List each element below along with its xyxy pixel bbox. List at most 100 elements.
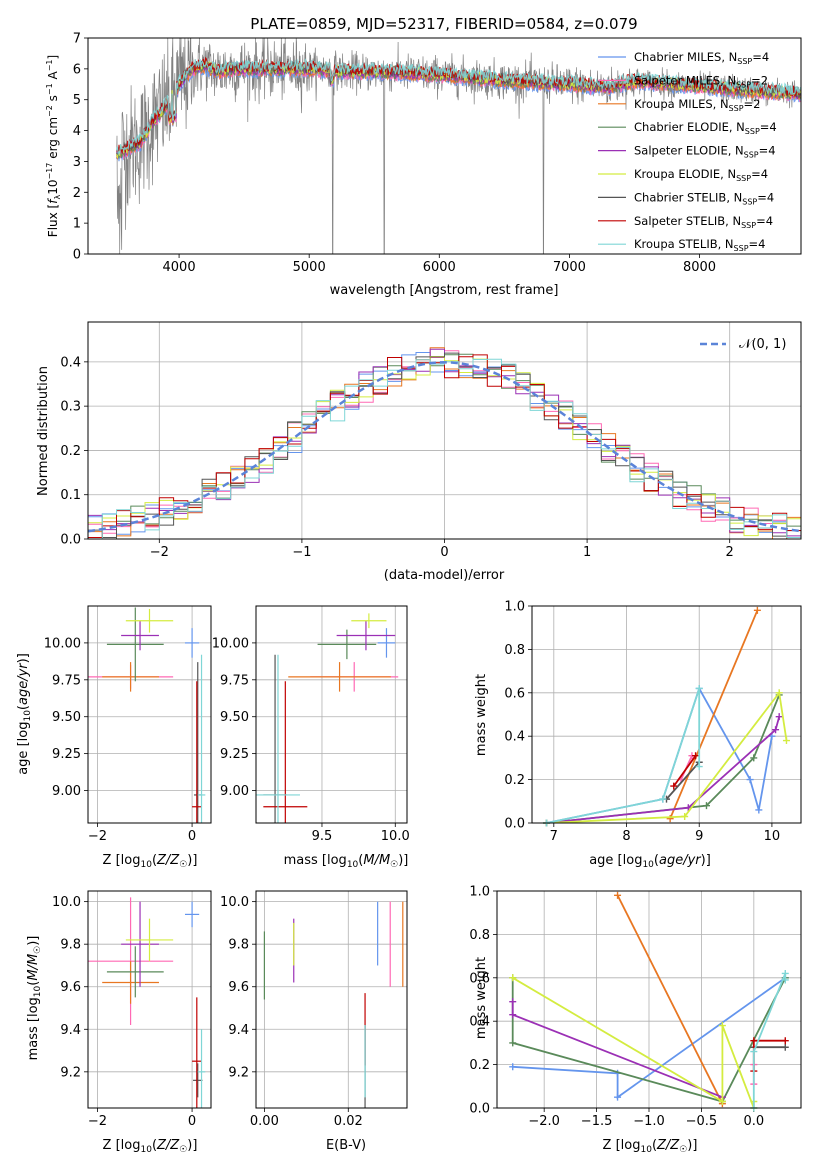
legend-entry-label: Kroupa STELIB, NSSP=4 bbox=[634, 237, 765, 253]
y-tick-label: 0.2 bbox=[469, 1058, 490, 1073]
ebv-mass-panel: 0.00 0.02 9.2 9.4 9.6 9.8 10.0 bbox=[220, 890, 408, 1129]
mass-weight-marker bbox=[681, 812, 689, 820]
normal-reference-curve bbox=[88, 361, 801, 533]
spectrum-ylabel: Flux [fλ10−17 erg cm−2 s−1 A−1] bbox=[45, 55, 62, 237]
y-tick-label: 0.2 bbox=[504, 773, 525, 788]
legend-entry-label: Chabrier ELODIE, NSSP=4 bbox=[634, 120, 777, 136]
y-tick-label: 0.0 bbox=[60, 533, 81, 548]
mass-weight-marker bbox=[509, 1063, 517, 1071]
age-weight-xlabel: age [log10(age/yr)] bbox=[589, 853, 711, 870]
mass-weight-marker bbox=[659, 795, 667, 803]
z-age-xlabel: Z [log10(Z/Z☉)] bbox=[103, 853, 198, 870]
y-tick-label: 0.4 bbox=[504, 730, 525, 745]
y-tick-label: 0.0 bbox=[469, 1102, 490, 1117]
y-tick-label: 10.00 bbox=[212, 636, 249, 651]
x-tick-label: −1 bbox=[292, 545, 311, 560]
mass-weight-marker bbox=[775, 713, 783, 721]
x-tick-label: 9 bbox=[695, 829, 703, 844]
y-tick-label: 0.4 bbox=[469, 1015, 490, 1030]
residuals-xlabel: (data-model)/error bbox=[384, 568, 505, 583]
spectrum-legend: Chabrier MILES, NSSP=4 Salpeter MILES, NS… bbox=[598, 50, 777, 253]
y-tick-label: 9.8 bbox=[60, 938, 81, 953]
y-tick-label: 1 bbox=[73, 217, 81, 232]
y-tick-label: 0.3 bbox=[60, 400, 81, 415]
x-tick-label: −2 bbox=[88, 829, 107, 844]
y-tick-label: 0.2 bbox=[60, 444, 81, 459]
x-tick-label: 0 bbox=[440, 545, 448, 560]
x-tick-label: 10.0 bbox=[381, 829, 410, 844]
mass-weight-marker bbox=[670, 782, 678, 790]
x-tick-label: −1.0 bbox=[633, 1114, 665, 1129]
mass-weight-marker bbox=[750, 754, 758, 762]
y-tick-label: 9.75 bbox=[52, 673, 81, 688]
y-tick-label: 9.00 bbox=[52, 784, 81, 799]
x-tick-label: 4000 bbox=[163, 260, 196, 275]
mass-weight-marker bbox=[781, 969, 789, 977]
y-tick-label: 9.2 bbox=[60, 1065, 81, 1080]
mass-weight-line bbox=[512, 977, 755, 1108]
mass-weight-marker bbox=[718, 1022, 726, 1030]
y-tick-label: 0.4 bbox=[60, 355, 81, 370]
legend-entry-label: Kroupa MILES, NSSP=2 bbox=[634, 97, 760, 113]
y-tick-label: 9.6 bbox=[60, 980, 81, 995]
x-tick-label: −2 bbox=[150, 545, 169, 560]
y-tick-label: 0.1 bbox=[60, 488, 81, 503]
legend-entry-label: Salpeter STELIB, NSSP=4 bbox=[634, 214, 773, 230]
axes-frame bbox=[255, 605, 408, 824]
mass-weight-line bbox=[669, 609, 759, 820]
x-tick-label: 10 bbox=[764, 829, 781, 844]
axes-frame bbox=[87, 321, 802, 540]
mass-weight-marker bbox=[692, 752, 700, 760]
mass-weight-marker bbox=[614, 1093, 622, 1101]
residuals-legend: 𝒩(0, 1) bbox=[700, 337, 786, 352]
x-tick-label: 8000 bbox=[683, 260, 716, 275]
mass-weight-marker bbox=[781, 1037, 789, 1045]
x-tick-label: 0 bbox=[188, 1114, 196, 1129]
figure-title: PLATE=0859, MJD=52317, FIBERID=0584, z=0… bbox=[250, 15, 637, 33]
y-tick-label: 7 bbox=[73, 32, 81, 47]
x-tick-label: 7000 bbox=[553, 260, 586, 275]
x-tick-label: −2 bbox=[88, 1114, 107, 1129]
y-tick-label: 9.25 bbox=[52, 747, 81, 762]
mass-weight-line bbox=[546, 690, 788, 823]
mass-weight-marker bbox=[750, 1037, 758, 1045]
mass-weight-marker bbox=[509, 1039, 517, 1047]
z-weight-panel: −2.0 −1.5 −1.0 −0.5 0.0 0.0 0.2 0.4 0.6 0.8 1.0 bbox=[469, 885, 802, 1129]
y-tick-label: 2 bbox=[73, 186, 81, 201]
y-tick-label: 1.0 bbox=[504, 600, 525, 615]
mass-weight-marker bbox=[509, 998, 517, 1006]
legend-entry-label: Kroupa ELODIE, NSSP=4 bbox=[634, 167, 768, 183]
spectrum-panel: 4000 5000 6000 7000 8000 0 1 2 3 4 5 6 7 bbox=[73, 32, 802, 275]
mass-weight-marker bbox=[781, 1043, 789, 1051]
mass-weight-marker bbox=[775, 689, 783, 697]
mass-weight-marker bbox=[695, 763, 703, 771]
legend-entry-label: Chabrier STELIB, NSSP=4 bbox=[634, 190, 774, 206]
mass-weight-line bbox=[512, 977, 786, 1099]
legend-entry-label: Salpeter MILES, NSSP=2 bbox=[634, 73, 768, 89]
y-tick-label: 0 bbox=[73, 248, 81, 263]
axes-frame bbox=[531, 605, 802, 824]
mass-weight-marker bbox=[509, 974, 517, 982]
y-tick-label: 9.50 bbox=[220, 710, 249, 725]
x-tick-label: −0.5 bbox=[686, 1114, 718, 1129]
y-tick-label: 10.00 bbox=[44, 636, 81, 651]
x-tick-label: 0.00 bbox=[250, 1114, 279, 1129]
y-tick-label: 0.0 bbox=[504, 817, 525, 832]
mass-weight-marker bbox=[695, 684, 703, 692]
ebv-mass-xlabel: E(B-V) bbox=[326, 1138, 366, 1153]
y-tick-label: 9.75 bbox=[220, 673, 249, 688]
x-tick-label: 0.0 bbox=[743, 1114, 764, 1129]
mass-weight-line bbox=[616, 894, 724, 1105]
y-tick-label: 9.4 bbox=[60, 1023, 81, 1038]
y-tick-label: 9.4 bbox=[228, 1023, 249, 1038]
mass-weight-line bbox=[546, 694, 781, 823]
z-weight-ylabel: mass weight bbox=[474, 957, 489, 1039]
mass-weight-marker bbox=[781, 976, 789, 984]
x-tick-label: 2 bbox=[726, 545, 734, 560]
mass-weight-marker bbox=[753, 606, 761, 614]
mass-weight-marker bbox=[746, 776, 754, 784]
spectrum-xlabel: wavelength [Angstrom, rest frame] bbox=[330, 283, 559, 298]
z-weight-xlabel: Z [log10(Z/Z☉)] bbox=[603, 1138, 698, 1155]
y-tick-label: 9.50 bbox=[52, 710, 81, 725]
